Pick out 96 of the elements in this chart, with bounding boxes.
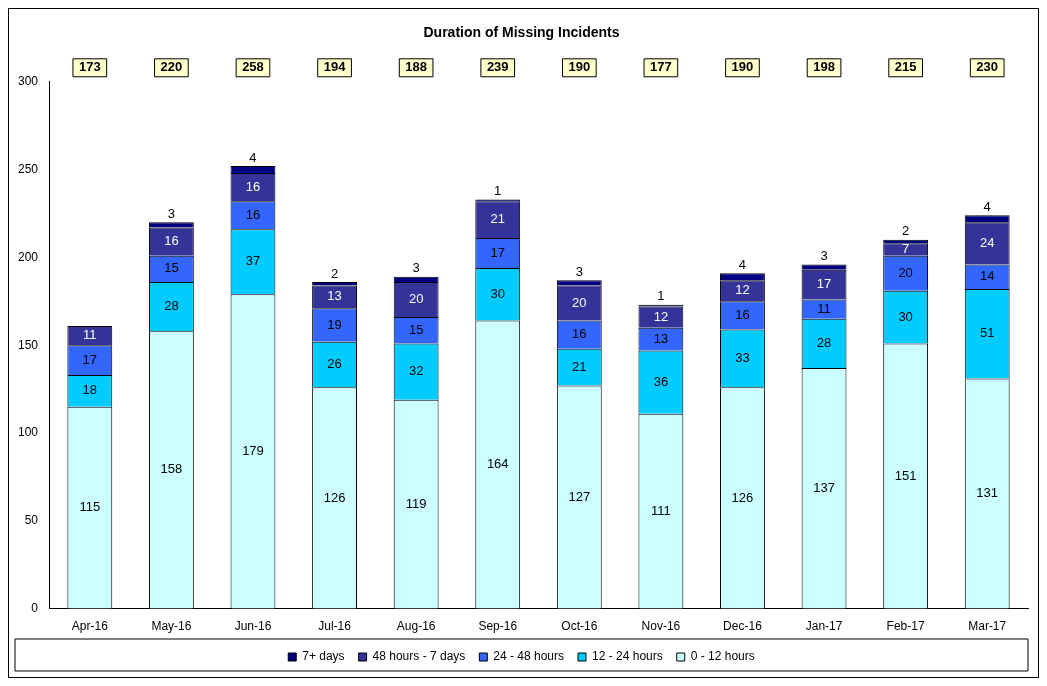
data-label: 16 [572, 326, 587, 342]
text: 198 [813, 59, 835, 75]
data-label: 17 [82, 351, 98, 367]
data-label: 28 [816, 335, 832, 351]
data-label: 24 [979, 234, 995, 250]
data-label: 16 [245, 206, 261, 222]
data-label: 3 [575, 263, 583, 279]
data-label: 3 [820, 248, 828, 263]
legend-label: 12 - 24 hours [592, 649, 663, 664]
data-label: 127 [568, 488, 591, 504]
data-label: 16 [735, 306, 750, 322]
text: 177 [650, 59, 672, 75]
legend-label: 7+ days [302, 649, 345, 664]
data-label: 164 [486, 456, 509, 472]
data-label: 119 [405, 495, 427, 511]
data-label: 2 [902, 223, 910, 239]
x-tick-label: Jan-17 [805, 619, 843, 634]
data-label: 36 [653, 373, 669, 389]
text: 220 [160, 59, 183, 75]
text: 188 [405, 59, 427, 75]
data-label: 18 [82, 382, 98, 398]
text: 190 [731, 59, 754, 75]
data-label: 12 [653, 308, 669, 324]
y-tick-label: 50 [24, 513, 39, 528]
data-label: 30 [490, 285, 505, 301]
data-label: 15 [164, 260, 179, 276]
chart-title: Duration of Missing Incidents [423, 24, 620, 41]
x-tick-label: Apr-16 [71, 619, 109, 634]
data-label: 20 [898, 264, 913, 280]
data-label: 14 [979, 268, 995, 284]
data-label: 11 [83, 327, 97, 343]
text: 258 [242, 59, 264, 75]
y-tick-label: 250 [17, 161, 39, 176]
data-label: 19 [327, 316, 342, 332]
data-label: 16 [164, 233, 179, 249]
data-label: 179 [242, 443, 264, 459]
text: 239 [486, 59, 509, 75]
data-label: 137 [813, 479, 835, 495]
x-tick-label: Feb-17 [886, 619, 925, 634]
data-label: 111 [651, 502, 671, 518]
data-label: 33 [735, 349, 750, 365]
text: 190 [568, 59, 591, 75]
data-label: 158 [160, 461, 183, 477]
y-tick-label: 200 [17, 249, 39, 264]
data-label: 32 [408, 363, 424, 379]
text: 215 [894, 59, 917, 75]
data-label: 15 [408, 321, 424, 337]
x-tick-label: Sep-16 [478, 619, 518, 634]
data-label: 1 [494, 183, 502, 199]
legend-label: 48 hours - 7 days [372, 649, 466, 664]
data-label: 1 [657, 288, 665, 304]
y-tick-label: 300 [17, 74, 39, 89]
x-tick-label: May-16 [151, 619, 192, 634]
data-label: 11 [817, 300, 831, 316]
text: 194 [323, 59, 347, 75]
data-label: 13 [653, 330, 669, 346]
data-label: 37 [245, 253, 261, 269]
data-label: 3 [167, 205, 176, 221]
x-tick-label: Oct-16 [561, 619, 598, 634]
data-label: 16 [245, 178, 261, 194]
x-tick-label: Nov-16 [641, 619, 681, 634]
data-label: 30 [898, 308, 913, 324]
data-label: 21 [490, 211, 505, 227]
data-label: 4 [249, 149, 257, 165]
data-label: 21 [572, 358, 587, 374]
y-tick-label: 100 [17, 425, 39, 440]
y-tick-label: 0 [31, 600, 39, 615]
data-label: 4 [983, 198, 991, 214]
x-tick-label: Dec-16 [723, 619, 763, 634]
data-label: 28 [164, 298, 179, 314]
data-label: 17 [490, 244, 505, 260]
text: 173 [78, 59, 101, 75]
data-label: 26 [327, 356, 342, 372]
data-label: 51 [979, 325, 995, 341]
data-label: 131 [976, 485, 999, 501]
data-label: 126 [323, 489, 346, 505]
data-label: 17 [816, 276, 832, 292]
y-tick-label: 150 [17, 337, 39, 352]
legend-label: 0 - 12 hours [690, 649, 755, 664]
data-label: 4 [738, 256, 747, 272]
data-label: 126 [731, 489, 754, 505]
data-label: 12 [735, 282, 750, 298]
x-tick-label: Mar-17 [968, 619, 1007, 634]
data-label: 7 [902, 241, 910, 257]
legend-label: 24 - 48 hours [493, 649, 565, 664]
x-tick-label: Jul-16 [318, 619, 352, 634]
data-label: 20 [572, 294, 587, 310]
data-label: 20 [408, 291, 424, 307]
x-tick-label: Aug-16 [396, 619, 436, 634]
text: 230 [976, 59, 999, 75]
data-label: 2 [330, 265, 339, 281]
data-label: 115 [79, 499, 101, 515]
data-label: 3 [412, 260, 420, 276]
data-label: 151 [894, 467, 917, 483]
data-label: 13 [327, 288, 342, 304]
x-tick-label: Jun-16 [234, 619, 272, 634]
